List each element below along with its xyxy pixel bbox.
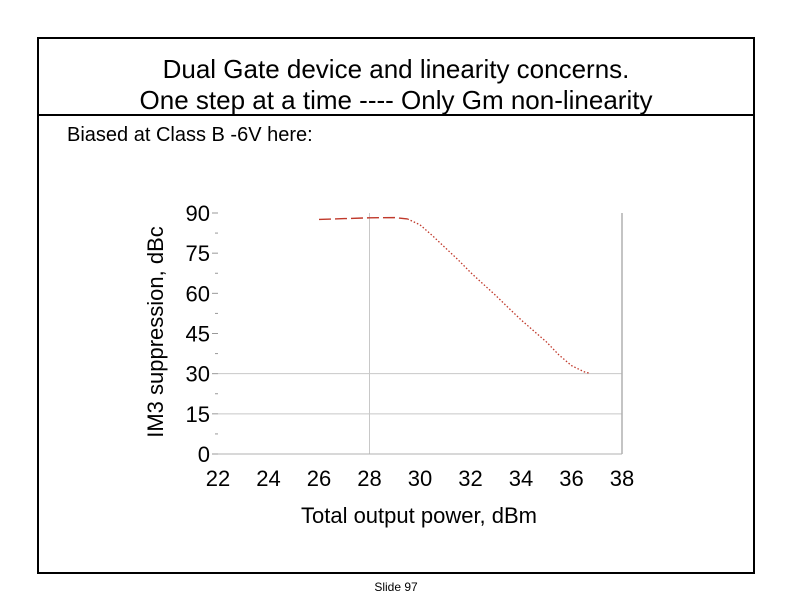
- x-tick-label: 28: [357, 466, 381, 491]
- x-tick-label: 30: [408, 466, 432, 491]
- y-tick-label: 0: [198, 442, 210, 467]
- x-tick-label: 26: [307, 466, 331, 491]
- x-axis-title: Total output power, dBm: [301, 503, 537, 528]
- x-tick-label: 32: [458, 466, 482, 491]
- slide-number: Slide 97: [374, 580, 418, 594]
- axis-layer: [212, 212, 623, 455]
- series-layer: [318, 216, 590, 374]
- y-axis-title: IM3 suppression, dBc: [143, 226, 168, 438]
- x-tick-label: 36: [559, 466, 583, 491]
- title-divider: [39, 114, 753, 116]
- grid-layer: [218, 213, 622, 454]
- x-tick-label: 22: [206, 466, 230, 491]
- series-line-rolloff: [407, 218, 590, 374]
- y-tick-label: 60: [186, 281, 210, 306]
- y-tick-label: 30: [186, 362, 210, 387]
- series-line-flat: [318, 216, 408, 221]
- y-tick-label: 90: [186, 201, 210, 226]
- x-tick-label: 38: [610, 466, 634, 491]
- slide-frame: Dual Gate device and linearity concerns.…: [37, 37, 755, 594]
- slide-title-line-2: One step at a time ---- Only Gm non-line…: [139, 85, 653, 115]
- y-tick-label: 45: [186, 322, 210, 347]
- tick-label-layer: 22 24 26 28 30 32 34 36 38 0 15 30 45 60 75 90: [186, 201, 635, 491]
- x-tick-label: 34: [509, 466, 533, 491]
- y-tick-label: 75: [186, 241, 210, 266]
- bias-subtitle: Biased at Class B -6V here:: [67, 124, 313, 146]
- slide-title-line-1: Dual Gate device and linearity concerns.: [162, 54, 630, 84]
- y-tick-label: 15: [186, 402, 210, 427]
- x-tick-label: 24: [256, 466, 280, 491]
